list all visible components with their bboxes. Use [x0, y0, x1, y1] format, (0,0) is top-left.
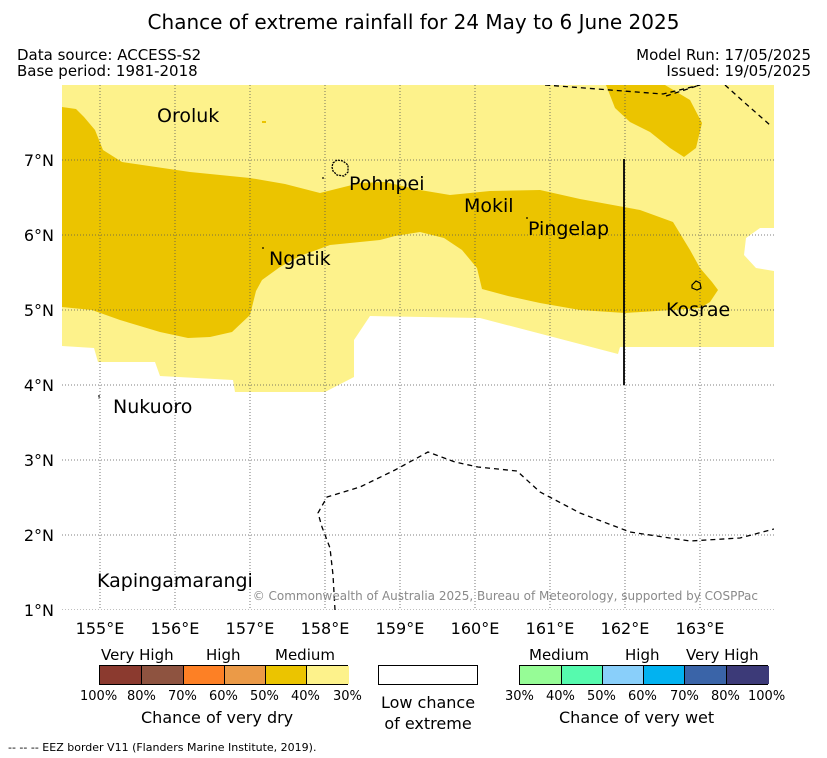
lat-tick-2n: 2°N [24, 526, 54, 545]
lat-tick-3n: 3°N [24, 451, 54, 470]
place-labels: Oroluk Pohnpei Mokil Pingelap Ngatik Kos… [97, 105, 730, 592]
lon-tick-161e: 161°E [526, 619, 575, 638]
pohnpei-island [331, 159, 349, 177]
label-pohnpei: Pohnpei [349, 173, 425, 195]
wet-level-very-high: Very High [686, 646, 759, 664]
low-chance-line2: of extreme [384, 714, 472, 733]
lon-tick-159e: 159°E [376, 619, 425, 638]
graticule [62, 85, 774, 610]
dry-colorbar [99, 665, 349, 685]
wet-level-medium: Medium [529, 646, 589, 664]
label-kapingamarangi: Kapingamarangi [97, 570, 253, 592]
lon-tick-156e: 156°E [151, 619, 200, 638]
lat-axis: 7°N 6°N 5°N 4°N 3°N 2°N 1°N [24, 151, 54, 620]
low-chance-swatch [378, 665, 478, 685]
lat-tick-1n: 1°N [24, 601, 54, 620]
wet-swatch-40-50 [562, 666, 603, 684]
dry-pct-60: 60% [209, 689, 238, 704]
dry-swatch-70-60 [184, 666, 225, 684]
wet-swatch-70-80 [685, 666, 727, 684]
dry-pct-80: 80% [127, 689, 156, 704]
lon-tick-155e: 155°E [76, 619, 125, 638]
lon-tick-162e: 162°E [601, 619, 650, 638]
wet-swatch-30-40 [520, 666, 562, 684]
lat-tick-4n: 4°N [24, 376, 54, 395]
dry-level-very-high: Very High [101, 646, 174, 664]
issued-date: Issued: 19/05/2025 [666, 62, 811, 80]
dry-legend-title: Chance of very dry [141, 708, 294, 727]
lon-tick-157e: 157°E [226, 619, 275, 638]
wet-pct-60: 60% [628, 689, 657, 704]
map-title: Chance of extreme rainfall for 24 May to… [147, 10, 680, 34]
wet-swatch-60-70 [644, 666, 685, 684]
label-pingelap: Pingelap [528, 218, 609, 240]
lon-axis: 155°E 156°E 157°E 158°E 159°E 160°E 161°… [76, 619, 725, 638]
label-kosrae: Kosrae [666, 299, 730, 321]
dry-pct-40: 40% [291, 689, 320, 704]
lat-tick-5n: 5°N [24, 301, 54, 320]
wet-pct-80: 80% [711, 689, 740, 704]
wet-swatch-80-100 [727, 666, 769, 684]
dry-pct-100: 100% [80, 689, 118, 704]
base-period: Base period: 1981-2018 [17, 62, 198, 80]
lat-tick-6n: 6°N [24, 226, 54, 245]
label-nukuoro: Nukuoro [113, 396, 192, 418]
low-chance-line1: Low chance [380, 693, 476, 712]
wet-legend-title: Chance of very wet [559, 708, 715, 727]
lat-tick-7n: 7°N [24, 151, 54, 170]
dry-pct-30: 30% [333, 689, 362, 704]
dry-pct-50: 50% [250, 689, 279, 704]
dry-level-medium: Medium [275, 646, 335, 664]
wet-pct-50: 50% [587, 689, 616, 704]
dry-swatch-60-50 [225, 666, 266, 684]
lon-tick-158e: 158°E [301, 619, 350, 638]
wet-pct-70: 70% [670, 689, 699, 704]
dry-swatch-50-40 [266, 666, 307, 684]
kosrae-island [691, 280, 702, 291]
wet-level-high: High [625, 646, 660, 664]
model-run: Model Run: 17/05/2025 [636, 46, 811, 64]
label-mokil: Mokil [464, 195, 514, 217]
copyright-notice: © Commonwealth of Australia 2025, Bureau… [253, 589, 758, 603]
label-oroluk: Oroluk [157, 105, 219, 127]
dry-level-high: High [206, 646, 241, 664]
wet-swatch-50-60 [603, 666, 644, 684]
dry-pct-70: 70% [168, 689, 197, 704]
wet-pct-30: 30% [505, 689, 534, 704]
label-ngatik: Ngatik [269, 248, 331, 270]
lon-tick-163e: 163°E [676, 619, 725, 638]
eez-border [317, 85, 774, 610]
lon-tick-160e: 160°E [451, 619, 500, 638]
dry-swatch-100-80 [100, 666, 142, 684]
eez-footer-note: -- -- -- EEZ border V11 (Flanders Marine… [8, 741, 317, 754]
wet-pct-100: 100% [748, 689, 786, 704]
dry-swatch-40-30 [307, 666, 349, 684]
white-patch [744, 228, 774, 271]
medium-dry-region [62, 107, 718, 338]
data-source: Data source: ACCESS-S2 [17, 46, 202, 64]
wet-colorbar [519, 665, 769, 685]
dry-swatch-80-70 [142, 666, 184, 684]
wet-pct-40: 40% [546, 689, 575, 704]
medium-dry-region-north [606, 85, 702, 157]
rainfall-map: 7°N 6°N 5°N 4°N 3°N 2°N 1°N 155°E 156°E … [24, 85, 774, 638]
